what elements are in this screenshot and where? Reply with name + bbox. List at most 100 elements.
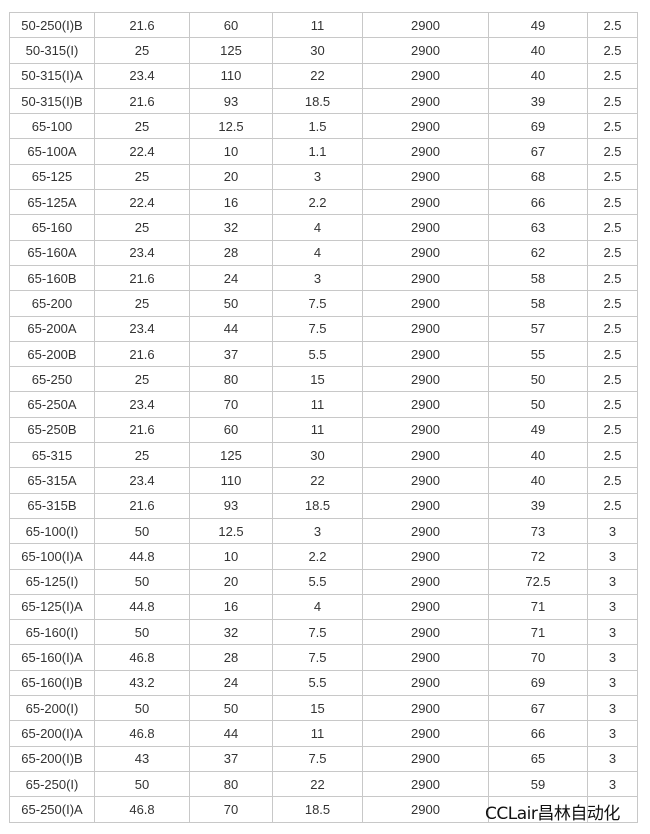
table-cell: 63 <box>488 214 588 241</box>
table-cell: 24 <box>189 669 273 697</box>
table-cell: 44.8 <box>94 543 190 570</box>
table-cell: 21.6 <box>94 416 190 444</box>
table-cell: 25 <box>94 366 190 393</box>
table-cell: 37 <box>189 340 273 368</box>
table-row: 65-250 25 80 15 2900 50 2.5 <box>9 366 638 393</box>
table-cell: 65-200(I)A <box>9 720 95 747</box>
table-cell: 43.2 <box>94 669 190 697</box>
table-cell: 3 <box>587 543 638 570</box>
table-cell: 3 <box>587 517 638 545</box>
table-row: 50-315(I)B 21.6 93 18.5 2900 39 2.5 <box>9 87 638 115</box>
table-cell: 65-250(I)A <box>9 796 95 823</box>
table-cell: 50 <box>94 568 190 595</box>
table-cell: 50 <box>94 770 190 798</box>
table-row: 65-125A 22.4 16 2.2 2900 66 2.5 <box>9 189 638 216</box>
table-cell: 28 <box>189 644 273 671</box>
table-cell: 25 <box>94 214 190 241</box>
table-cell: 50 <box>189 695 273 722</box>
table-cell: 11 <box>272 391 363 418</box>
table-cell: 72.5 <box>488 568 588 595</box>
table-cell: 25 <box>94 113 190 140</box>
table-cell: 65-160B <box>9 264 95 292</box>
table-cell: 1.1 <box>272 138 363 165</box>
table-cell: 23.4 <box>94 239 190 266</box>
table-cell: 69 <box>488 113 588 140</box>
table-cell: 16 <box>189 593 273 621</box>
table-cell: 46.8 <box>94 644 190 671</box>
table-cell: 5.5 <box>272 669 363 697</box>
table-cell: 72 <box>488 543 588 570</box>
table-cell: 70 <box>488 644 588 671</box>
table-row: 65-125(I) 50 20 5.5 2900 72.5 3 <box>9 568 638 595</box>
table-cell: 32 <box>189 214 273 241</box>
table-cell: 5.5 <box>272 568 363 595</box>
table-cell: 2900 <box>362 543 489 570</box>
table-cell: 3 <box>272 264 363 292</box>
table-cell: 2900 <box>362 264 489 292</box>
table-cell: 23.4 <box>94 315 190 342</box>
table-cell: 2.5 <box>587 340 638 368</box>
table-cell: 2.5 <box>587 62 638 89</box>
table-cell: 7.5 <box>272 745 363 772</box>
table-row: 65-315A 23.4 110 22 2900 40 2.5 <box>9 467 638 494</box>
table-cell: 69 <box>488 669 588 697</box>
table-cell: 49 <box>488 416 588 444</box>
table-cell: 65-125A <box>9 189 95 216</box>
table-cell: 2900 <box>362 239 489 266</box>
table-cell: 3 <box>587 568 638 595</box>
table-cell: 65-100(I) <box>9 517 95 545</box>
table-cell: 25 <box>94 37 190 64</box>
table-row: 65-160(I) 50 32 7.5 2900 71 3 <box>9 619 638 646</box>
table-cell: 2.5 <box>587 492 638 519</box>
table-cell: 3 <box>587 644 638 671</box>
table-cell: 3 <box>272 163 363 191</box>
table-cell: 3 <box>272 517 363 545</box>
table-cell: 50-250(I)B <box>9 11 95 39</box>
table-cell: 65-100 <box>9 113 95 140</box>
table-cell: 2900 <box>362 290 489 317</box>
table-row: 65-250(I) 50 80 22 2900 59 3 <box>9 770 638 798</box>
table-cell: 15 <box>272 366 363 393</box>
table-cell: 12.5 <box>189 113 273 140</box>
table-row: 65-100 25 12.5 1.5 2900 69 2.5 <box>9 113 638 140</box>
table-cell: 7.5 <box>272 644 363 671</box>
table-cell: 44 <box>189 315 273 342</box>
table-cell: 2.5 <box>587 416 638 444</box>
table-cell: 4 <box>272 239 363 266</box>
table-cell: 2900 <box>362 189 489 216</box>
table-cell: 2.2 <box>272 543 363 570</box>
table-cell: 44.8 <box>94 593 190 621</box>
table-cell: 2900 <box>362 695 489 722</box>
table-cell: 28 <box>189 239 273 266</box>
table-cell: 65-250 <box>9 366 95 393</box>
table-cell: 25 <box>94 290 190 317</box>
table-cell: 68 <box>488 163 588 191</box>
table-cell: 23.4 <box>94 62 190 89</box>
table-cell: 16 <box>189 189 273 216</box>
table-cell: 4 <box>272 593 363 621</box>
table-row: 65-200A 23.4 44 7.5 2900 57 2.5 <box>9 315 638 342</box>
table-cell: 65-125(I)A <box>9 593 95 621</box>
table-row: 65-250B 21.6 60 11 2900 49 2.5 <box>9 416 638 444</box>
table-cell: 37 <box>189 745 273 772</box>
table-cell: 2900 <box>362 416 489 444</box>
table-cell: 2900 <box>362 87 489 115</box>
table-cell: 2900 <box>362 467 489 494</box>
table-cell: 30 <box>272 37 363 64</box>
table-cell: 2.5 <box>587 239 638 266</box>
table-cell: 110 <box>189 467 273 494</box>
table-cell: 40 <box>488 442 588 469</box>
table-cell: 70 <box>189 391 273 418</box>
table-cell: 65-160 <box>9 214 95 241</box>
table-cell: 2.5 <box>587 87 638 115</box>
table-cell: 22.4 <box>94 138 190 165</box>
table-cell: 2.5 <box>587 391 638 418</box>
table-cell: 65-315 <box>9 442 95 469</box>
table-cell: 65-160(I)A <box>9 644 95 671</box>
table-cell: 30 <box>272 442 363 469</box>
table-cell: 40 <box>488 467 588 494</box>
table-cell: 2900 <box>362 315 489 342</box>
table-cell: 20 <box>189 163 273 191</box>
pump-spec-table: 50-250(I)B 21.6 60 11 2900 49 2.5 50-315(I) 25 12… <box>9 11 638 823</box>
table-cell: 2.5 <box>587 290 638 317</box>
